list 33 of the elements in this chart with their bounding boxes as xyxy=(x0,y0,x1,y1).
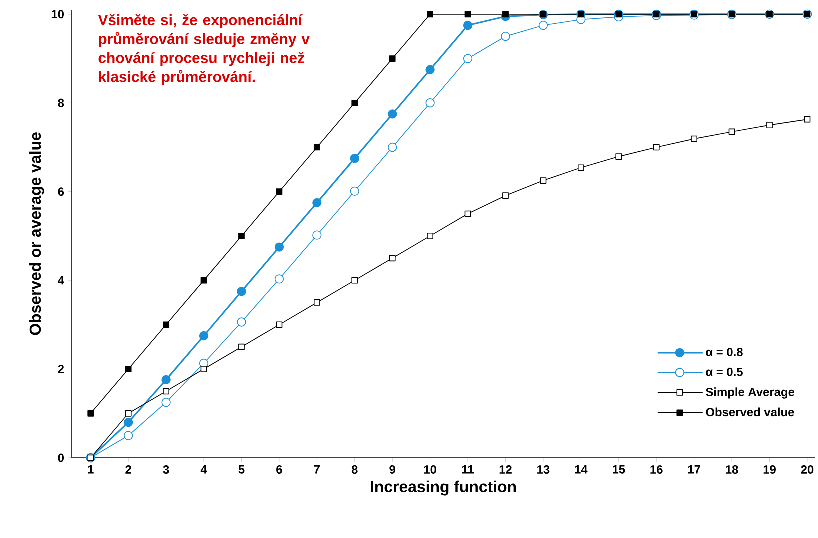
x-tick-label: 16 xyxy=(650,466,663,474)
y-tick-label: 0 xyxy=(58,454,64,462)
x-tick-label: 14 xyxy=(575,466,588,474)
y-tick-label: 10 xyxy=(52,10,64,19)
y-tick-label: 2 xyxy=(58,365,64,374)
legend-label: α = 0.5 xyxy=(706,368,743,376)
y-axis-title: Observed or average value xyxy=(29,132,44,336)
x-tick-label: 18 xyxy=(726,466,738,474)
x-tick-label: 15 xyxy=(612,466,626,474)
x-tick-label: 17 xyxy=(688,466,700,474)
x-tick-label: 12 xyxy=(500,466,512,474)
x-tick-label: 2 xyxy=(126,466,132,474)
y-tick-label: 4 xyxy=(58,276,64,285)
legend-label: Simple Average xyxy=(706,388,795,399)
x-tick-label: 4 xyxy=(200,466,208,474)
x-tick-label: 1 xyxy=(88,466,94,474)
x-axis-title: Increasing function xyxy=(371,480,516,496)
x-tick-label: 6 xyxy=(276,466,282,474)
x-tick-label: 7 xyxy=(314,466,320,474)
x-tick-label: 13 xyxy=(538,466,550,474)
x-tick-label: 20 xyxy=(801,466,814,474)
annotation: Všiměte si, že exponenciální průměrování sleduje změny v chování procesu rychleji než klasické průměrování. xyxy=(98,14,310,86)
x-tick-label: 11 xyxy=(462,466,474,474)
x-tick-label: 3 xyxy=(163,466,170,474)
legend-label: α = 0.8 xyxy=(706,348,743,356)
x-tick-label: 10 xyxy=(424,466,436,474)
x-tick-label: 19 xyxy=(764,466,776,474)
x-tick-label: 5 xyxy=(238,466,245,474)
y-tick-label: 8 xyxy=(58,98,64,108)
y-tick-label: 6 xyxy=(58,188,64,196)
legend-label: Observed value xyxy=(706,408,794,417)
x-tick-label: 8 xyxy=(352,466,358,474)
x-tick-label: 9 xyxy=(390,466,396,474)
